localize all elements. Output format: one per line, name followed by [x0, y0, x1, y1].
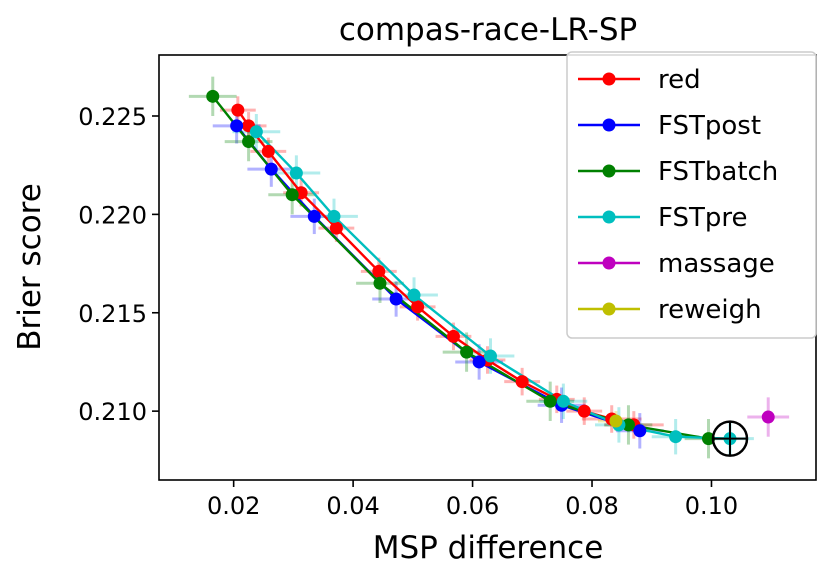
fstbatch-point [621, 418, 635, 432]
fstpost-point [264, 162, 278, 176]
legend-marker-fstpre [602, 210, 616, 224]
fstpost-point [230, 119, 244, 133]
y-axis-label: Brier score [12, 183, 48, 351]
fstpost-point [633, 424, 647, 438]
y-tick-label: 0.220 [78, 201, 147, 229]
x-axis-label: MSP difference [373, 530, 604, 566]
massage-point [761, 410, 775, 424]
x-tick-label: 0.02 [207, 492, 260, 520]
red-point [515, 375, 529, 389]
x-tick-label: 0.08 [565, 492, 618, 520]
y-ticks: 0.210 0.215 0.220 0.225 [78, 103, 159, 426]
fstpre-point [327, 209, 341, 223]
reweigh-point [609, 414, 623, 428]
legend-box [566, 51, 817, 339]
fstbatch-point [242, 135, 256, 149]
y-tick-label: 0.215 [78, 300, 147, 328]
red-point [231, 103, 245, 117]
x-tick-label: 0.10 [685, 492, 738, 520]
red-point [577, 404, 591, 418]
legend-marker-massage [602, 256, 616, 270]
fstpre-point [483, 349, 497, 363]
legend-label-red: red [658, 65, 701, 95]
legend: red FSTpost FSTbatch FSTpre massage reweigh [566, 51, 817, 339]
legend-marker-red [602, 72, 616, 86]
legend-label-fstpre: FSTpre [658, 203, 748, 233]
red-point [261, 144, 275, 158]
fstpost-point [389, 292, 403, 306]
fstpre-point [407, 288, 421, 302]
chart-title: compas-race-LR-SP [339, 12, 637, 48]
legend-marker-reweigh [602, 302, 616, 316]
fstpost-point [472, 355, 486, 369]
fstpost-point [307, 209, 321, 223]
legend-label-fstpost: FSTpost [658, 111, 761, 141]
y-tick-label: 0.225 [78, 103, 147, 131]
x-tick-label: 0.04 [326, 492, 379, 520]
fstbatch-point [373, 276, 387, 290]
legend-marker-fstbatch [602, 164, 616, 178]
highlight-marker [711, 420, 749, 457]
red-point [411, 300, 425, 314]
fstpre-point [669, 430, 683, 444]
fstbatch-point [460, 345, 474, 359]
legend-marker-fstpost [602, 118, 616, 132]
legend-label-reweigh: reweigh [658, 295, 762, 325]
x-tick-label: 0.06 [446, 492, 499, 520]
red-point [329, 221, 343, 235]
fstbatch-point [701, 432, 715, 446]
fstpre-point [249, 125, 263, 139]
fstbatch-point [206, 89, 220, 103]
fstpre-point [289, 166, 303, 180]
fstbatch-point [285, 188, 299, 202]
legend-label-massage: massage [658, 249, 775, 279]
red-point [372, 264, 386, 278]
red-point [446, 329, 460, 343]
legend-label-fstbatch: FSTbatch [658, 157, 778, 187]
x-ticks: 0.02 0.04 0.06 0.08 0.10 [207, 480, 738, 520]
y-tick-label: 0.210 [78, 398, 147, 426]
fstpre-point [556, 394, 570, 408]
series-points [206, 89, 775, 446]
fstbatch-point [543, 394, 557, 408]
